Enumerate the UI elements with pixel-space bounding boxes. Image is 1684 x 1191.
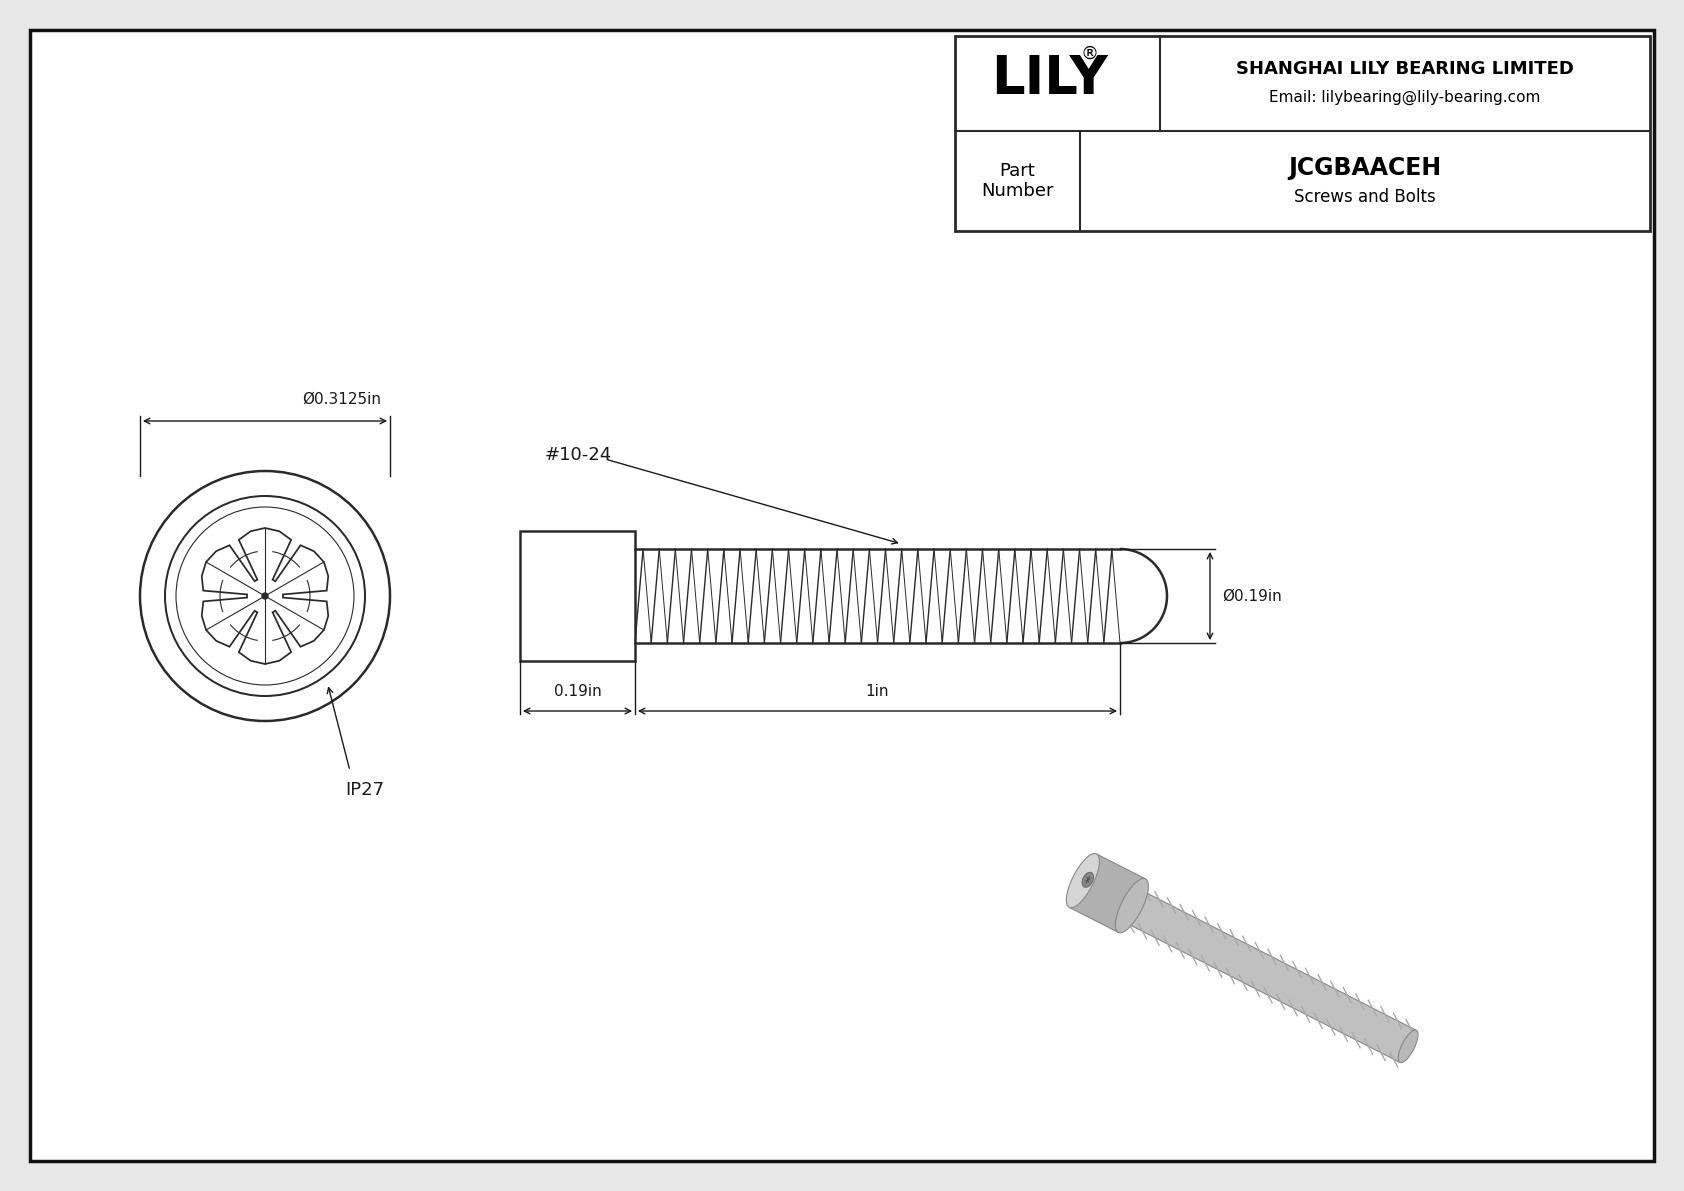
Ellipse shape — [1083, 872, 1093, 887]
Text: Screws and Bolts: Screws and Bolts — [1293, 188, 1436, 206]
Bar — [520, 531, 635, 661]
Text: JCGBAACEH: JCGBAACEH — [1288, 156, 1442, 180]
Circle shape — [165, 495, 365, 696]
Ellipse shape — [1398, 1030, 1418, 1062]
Text: ®: ® — [1081, 44, 1098, 62]
Text: LILY: LILY — [992, 52, 1108, 105]
Polygon shape — [1069, 854, 1145, 933]
Polygon shape — [202, 528, 328, 665]
Circle shape — [140, 470, 391, 721]
Text: SHANGHAI LILY BEARING LIMITED: SHANGHAI LILY BEARING LIMITED — [1236, 61, 1575, 79]
Ellipse shape — [1115, 879, 1148, 933]
Text: 0.19in: 0.19in — [554, 684, 601, 699]
Text: Ø0.19in: Ø0.19in — [1223, 588, 1282, 604]
Text: #10-24: #10-24 — [546, 445, 613, 464]
Circle shape — [263, 593, 268, 599]
Text: Ø0.3125in: Ø0.3125in — [303, 392, 382, 407]
Polygon shape — [1123, 890, 1416, 1062]
Text: Email: lilybearing@lily-bearing.com: Email: lilybearing@lily-bearing.com — [1270, 89, 1541, 105]
Ellipse shape — [1066, 854, 1100, 908]
Text: Part
Number: Part Number — [982, 162, 1054, 200]
Text: 1in: 1in — [866, 684, 889, 699]
Bar — [955, 36, 1650, 231]
Circle shape — [177, 507, 354, 685]
Text: IP27: IP27 — [345, 781, 384, 799]
